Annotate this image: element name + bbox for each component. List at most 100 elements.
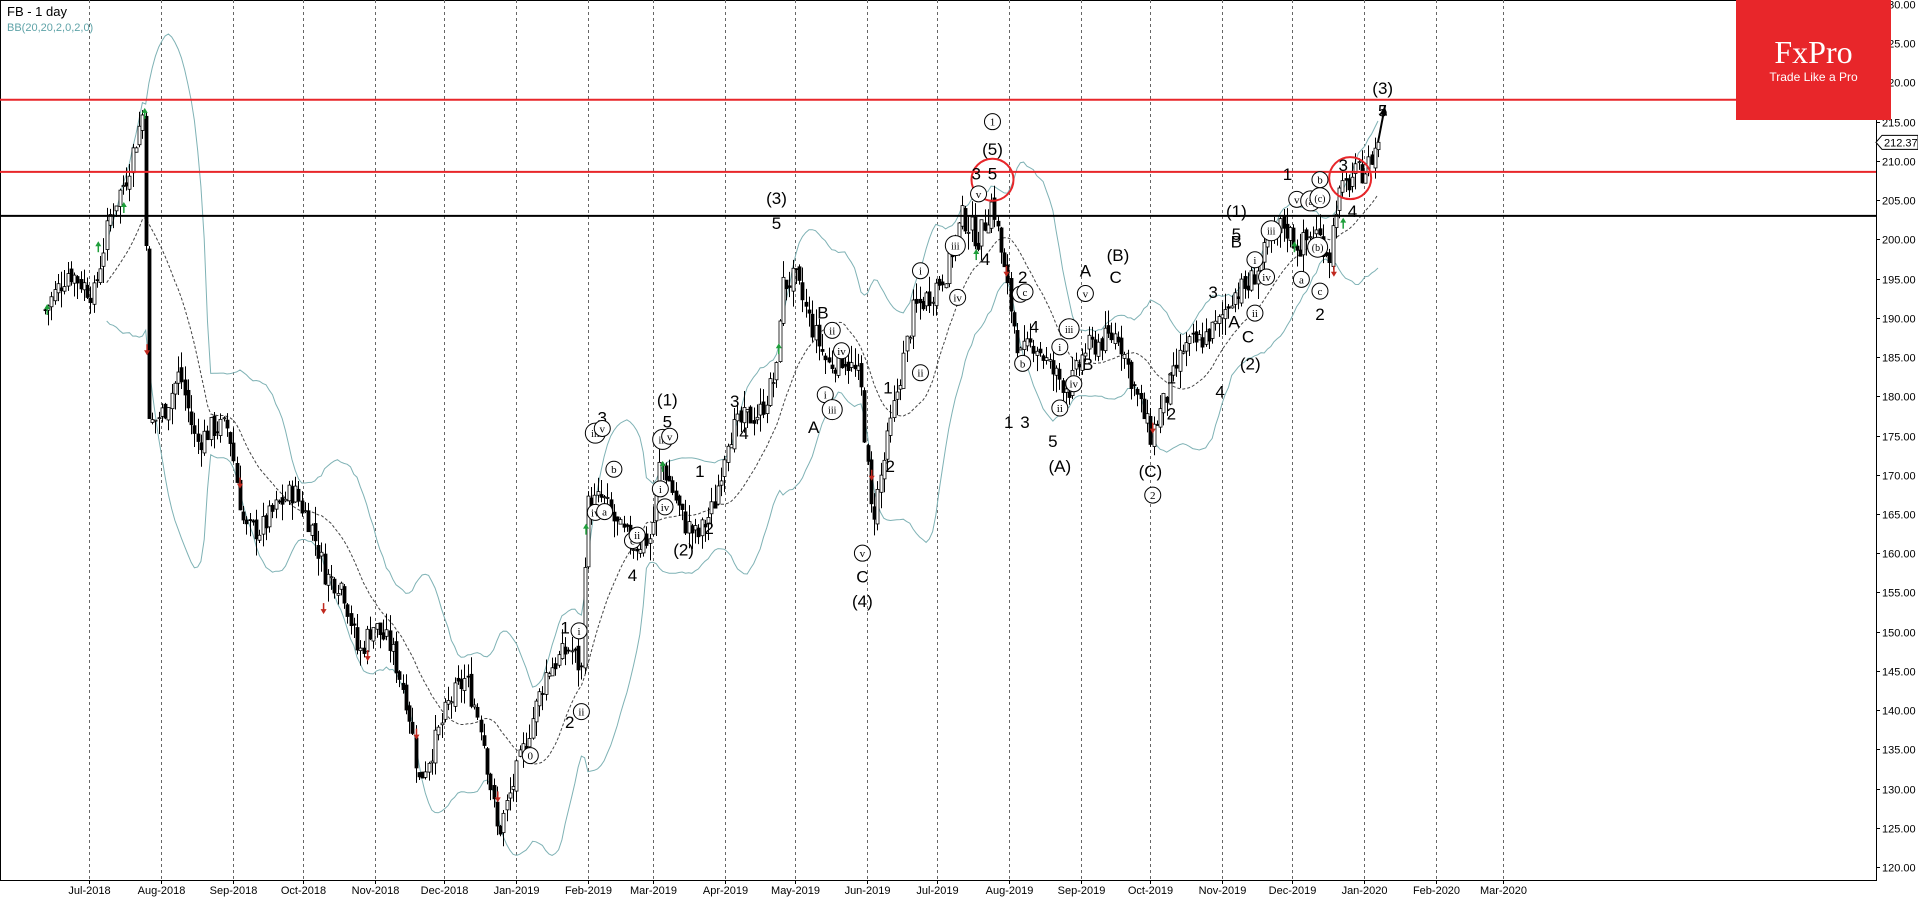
x-axis-label: Jul-2018 bbox=[68, 885, 110, 897]
candle-body bbox=[404, 684, 409, 711]
candle-body bbox=[179, 367, 184, 383]
candle-body bbox=[459, 678, 464, 690]
candle-body bbox=[1015, 330, 1020, 354]
candle-body bbox=[222, 417, 227, 420]
candle-body bbox=[365, 628, 370, 653]
candle-body bbox=[1334, 213, 1339, 229]
logo-name: FxPro bbox=[1774, 34, 1853, 70]
candle-body bbox=[342, 586, 347, 604]
candle-body bbox=[1308, 236, 1313, 239]
candle-body bbox=[944, 283, 949, 289]
wave-label: A bbox=[1228, 313, 1240, 332]
candle-body bbox=[417, 772, 422, 778]
candle-body bbox=[534, 700, 539, 723]
wave-label: ii bbox=[829, 325, 835, 337]
candle-body bbox=[430, 760, 435, 764]
wave-label: 0 bbox=[528, 751, 534, 763]
wave-label: iv bbox=[661, 502, 670, 514]
candle-body bbox=[212, 415, 217, 436]
wave-label-circle bbox=[572, 703, 590, 721]
candle-body bbox=[1314, 229, 1319, 235]
candle-body bbox=[1083, 352, 1088, 357]
candle-body bbox=[205, 430, 210, 441]
wave-label: 5 bbox=[988, 164, 997, 183]
wave-label: 1 bbox=[1004, 413, 1013, 432]
candle-body bbox=[1220, 314, 1225, 319]
candle-body bbox=[1197, 334, 1202, 341]
candle-body bbox=[771, 382, 776, 385]
candle-body bbox=[173, 382, 178, 395]
wave-label: v bbox=[1294, 194, 1300, 206]
wave-label: B bbox=[1082, 355, 1093, 374]
wave-label: 2 bbox=[704, 519, 713, 538]
candle-body bbox=[940, 281, 945, 286]
candle-body bbox=[1113, 333, 1118, 344]
wave-label-circle bbox=[1014, 354, 1032, 372]
candle-body bbox=[540, 693, 545, 695]
candle-body bbox=[976, 242, 981, 250]
wave-label: (B) bbox=[1107, 246, 1130, 265]
y-axis-label: 170.00 bbox=[1882, 471, 1916, 483]
candle-body bbox=[983, 222, 988, 231]
candle-body bbox=[1249, 270, 1254, 291]
candle-body bbox=[261, 516, 266, 535]
candle-body bbox=[118, 189, 123, 207]
down-signal-arrow-head bbox=[1149, 428, 1156, 434]
last-price-marker bbox=[1875, 134, 1918, 150]
candle-body bbox=[381, 632, 386, 640]
candle-body bbox=[270, 504, 275, 512]
candle-body bbox=[573, 648, 578, 651]
y-axis-label: 180.00 bbox=[1882, 392, 1916, 404]
candle-body bbox=[1103, 327, 1108, 352]
candle-body bbox=[1344, 178, 1349, 181]
y-axis-label: 145.00 bbox=[1882, 667, 1916, 679]
candle-body bbox=[1096, 341, 1101, 357]
candle-body bbox=[843, 363, 848, 367]
candle-body bbox=[157, 417, 162, 420]
candle-body bbox=[722, 459, 727, 477]
candle-body bbox=[1067, 391, 1072, 398]
candle-body bbox=[713, 501, 718, 509]
wave-label: (1) bbox=[657, 390, 678, 409]
candle-body bbox=[443, 701, 448, 720]
wave-label: i bbox=[919, 266, 922, 278]
candle-body bbox=[693, 525, 698, 531]
candle-body bbox=[833, 369, 838, 374]
wave-label-circle bbox=[593, 419, 611, 437]
wave-label: iii bbox=[951, 242, 960, 253]
candle-body bbox=[150, 419, 155, 423]
candle-body bbox=[176, 371, 181, 384]
candle-body bbox=[726, 445, 731, 463]
x-axis-label: Dec-2019 bbox=[1269, 885, 1317, 897]
candle-body bbox=[583, 567, 588, 669]
wave-label: 5 bbox=[1232, 225, 1241, 244]
candle-body bbox=[1191, 332, 1196, 335]
candle-body bbox=[612, 511, 617, 522]
wave-label-circle bbox=[983, 113, 1001, 131]
wave-label: 5 bbox=[663, 412, 672, 431]
candle-body bbox=[1291, 227, 1296, 248]
candle-body bbox=[62, 286, 67, 292]
wave-label-circle bbox=[970, 185, 988, 203]
candle-body bbox=[248, 519, 253, 521]
candle-body bbox=[1233, 292, 1238, 305]
candle-body bbox=[898, 385, 903, 390]
wave-label: ii bbox=[1252, 308, 1258, 320]
candle-body bbox=[1304, 229, 1309, 241]
wave-label-circle bbox=[1076, 284, 1094, 302]
candle-body bbox=[872, 506, 877, 520]
y-axis-label: 175.00 bbox=[1882, 432, 1916, 444]
down-signal-arrow-head bbox=[1003, 271, 1010, 277]
wave-label: iii bbox=[591, 429, 600, 440]
wave-label-circle bbox=[911, 364, 929, 382]
wave-label-circle bbox=[1144, 486, 1162, 504]
candle-body bbox=[166, 407, 171, 421]
candle-body bbox=[397, 671, 402, 680]
candle-body bbox=[394, 641, 399, 674]
candle-body bbox=[124, 182, 129, 187]
wave-label: iv bbox=[591, 507, 600, 519]
candle-body bbox=[1168, 374, 1173, 405]
y-axis-label: 195.00 bbox=[1882, 275, 1916, 287]
candle-body bbox=[615, 516, 620, 522]
